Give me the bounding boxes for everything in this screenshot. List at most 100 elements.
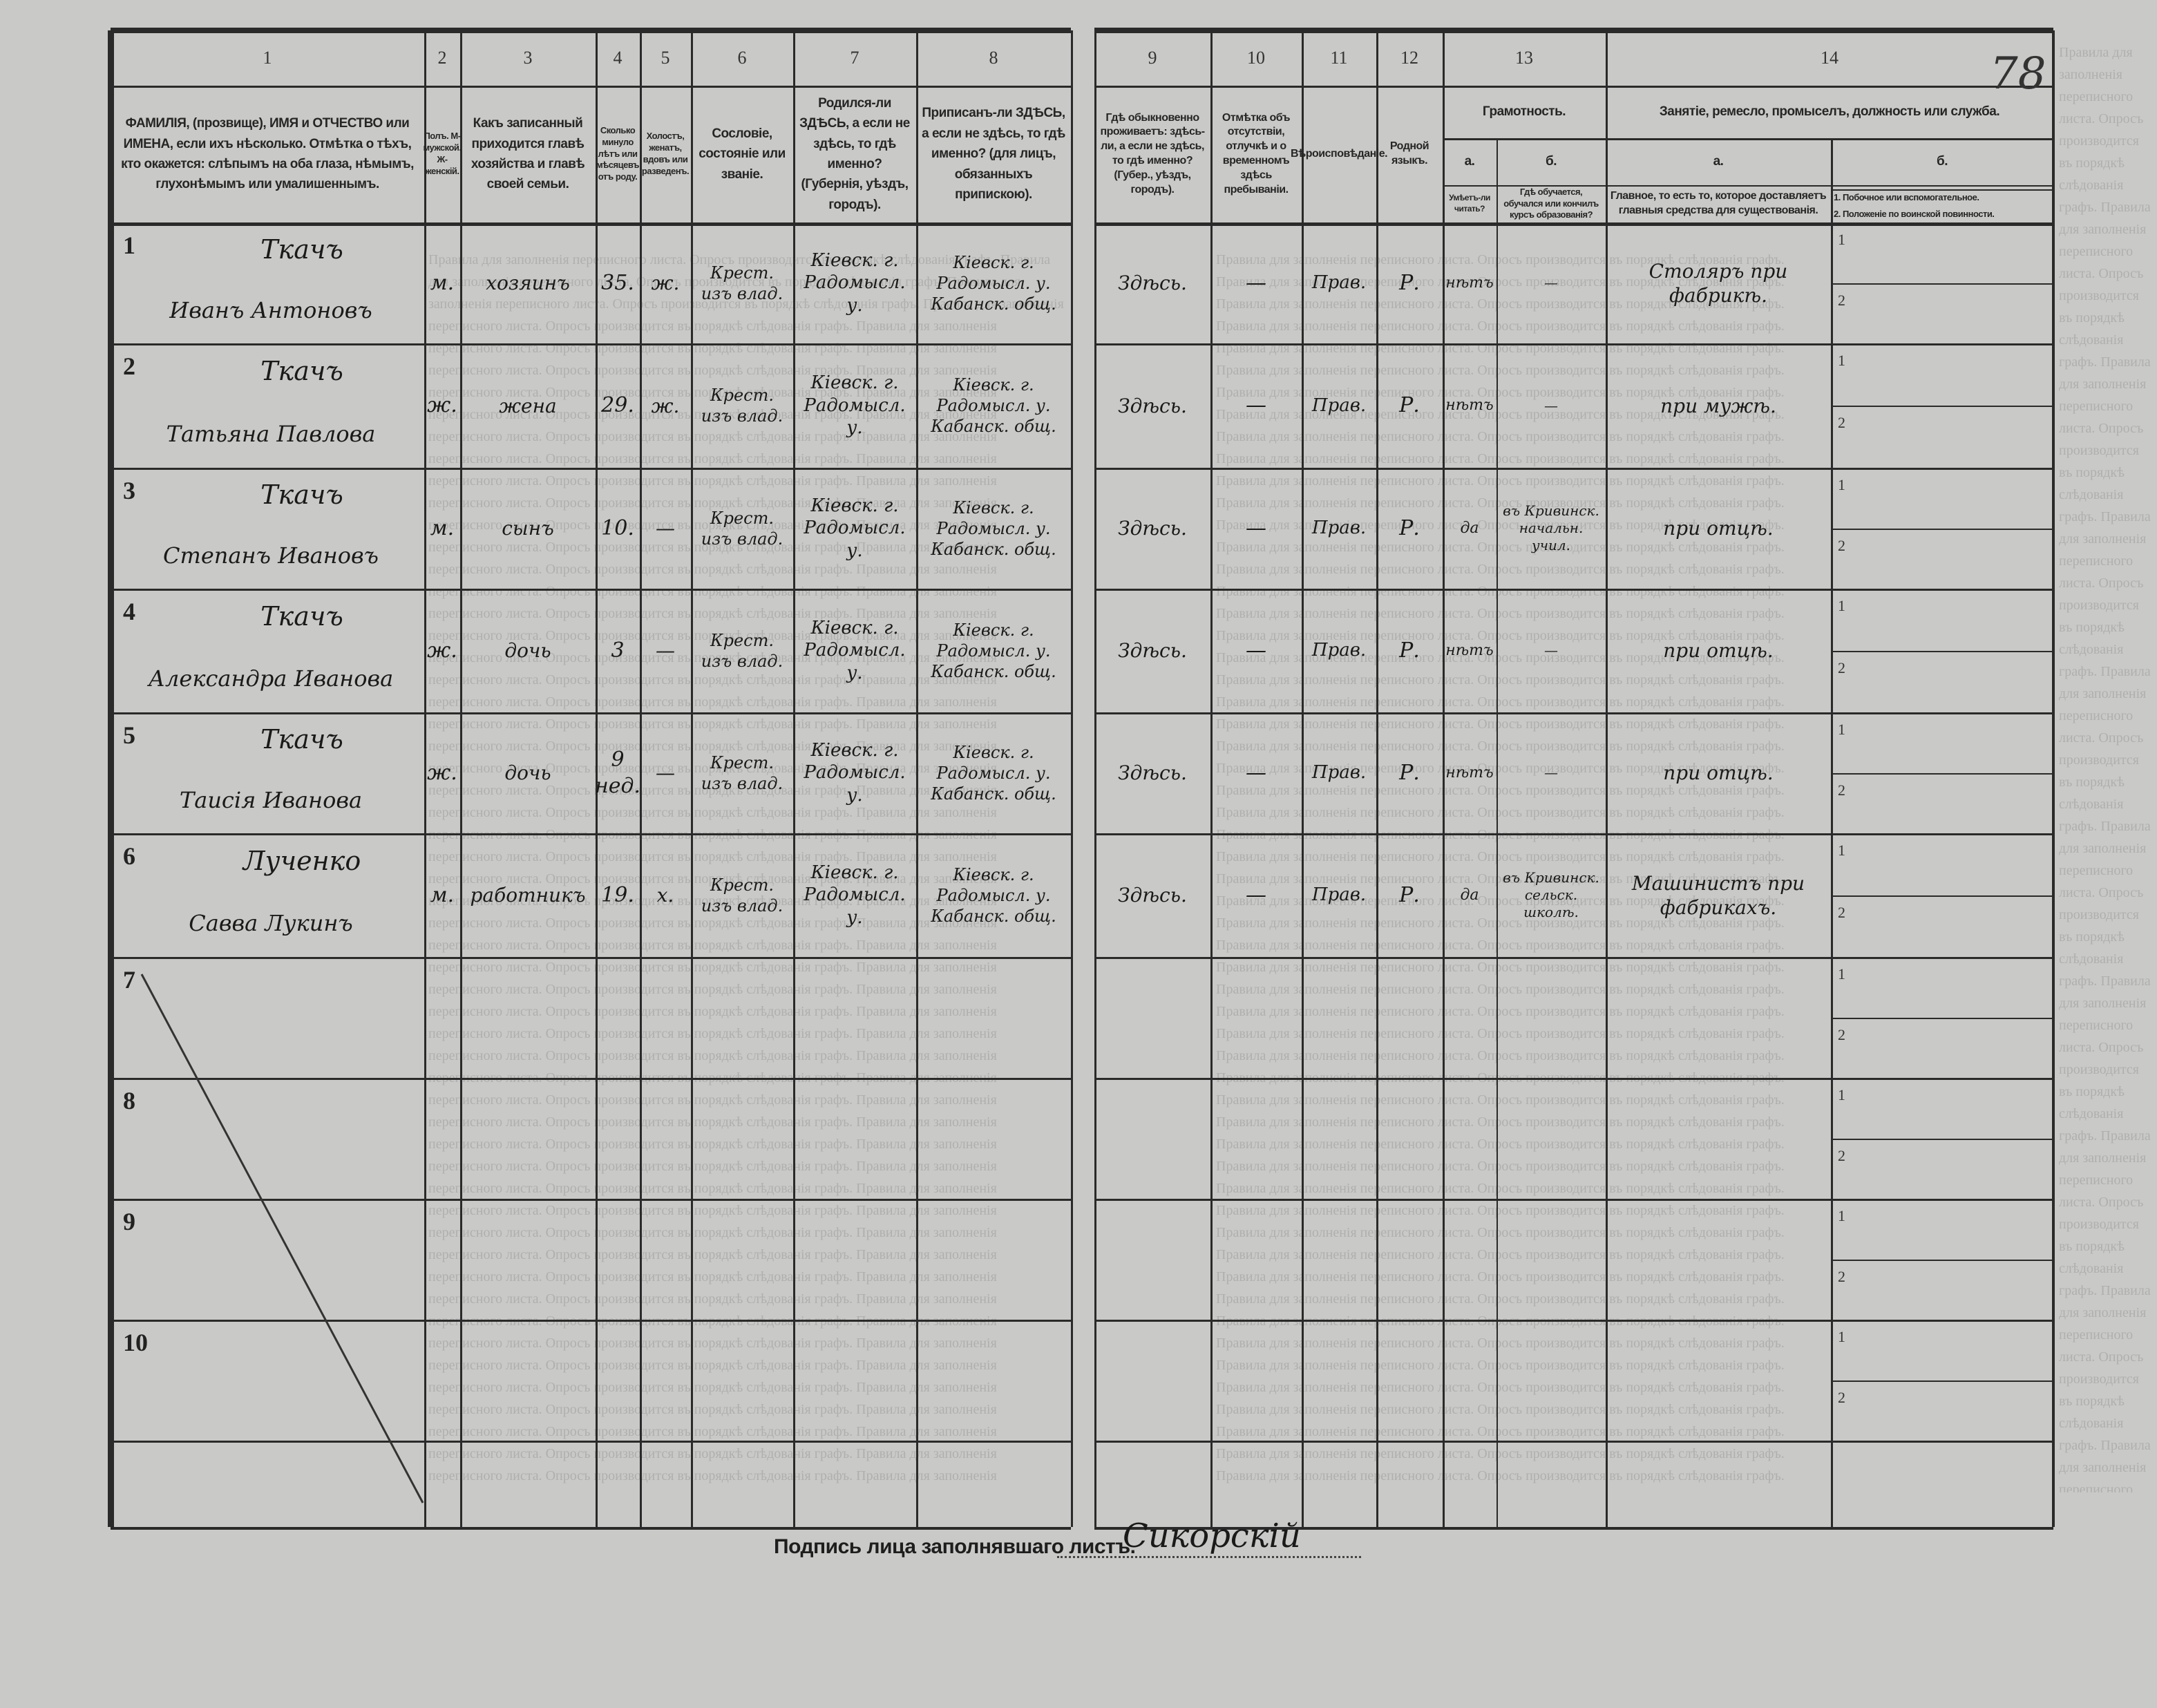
row-1-can-read: нѣтъ: [1445, 274, 1494, 292]
row-number: 3: [123, 477, 135, 504]
table-rule: [1094, 30, 1096, 1527]
column-header-c8: Приписанъ-ли ЗДѢСЬ, а если не здѣсь, то …: [922, 106, 1065, 202]
row-4-school: —: [1544, 642, 1558, 658]
row-5-language: Р.: [1399, 760, 1420, 785]
sub-row-number: 2: [1838, 659, 1845, 676]
row-2-relation: жена: [499, 394, 557, 417]
row-2-residence: Здѣсь.: [1118, 394, 1187, 417]
row-5-registered: Кіевск. г. Радомысл. у. Кабанск. общ.: [931, 742, 1056, 804]
table-rule: [1094, 589, 2053, 591]
column-header-c10: Отмѣтка объ отсутствіи, отлучкѣ и о врем…: [1222, 111, 1291, 196]
row-5-name: Таисія Иванова: [179, 786, 363, 813]
sub-row-number: 1: [1838, 842, 1845, 859]
sub-row-number: 1: [1838, 1328, 1845, 1345]
row-1-marital: ж.: [651, 272, 680, 294]
column-number: 6: [737, 48, 747, 68]
row-6-can-read: да: [1460, 886, 1479, 904]
sub-row-number: 2: [1838, 1268, 1845, 1285]
row-3-religion: Прав.: [1311, 518, 1367, 539]
table-rule: [1831, 651, 2053, 652]
table-rule: [1094, 86, 2053, 88]
sub-row-number: 1: [1838, 965, 1845, 983]
row-number: 1: [123, 231, 135, 259]
row-number: 7: [123, 966, 135, 994]
table-rule: [1831, 189, 2053, 191]
table-rule: [1094, 1527, 2053, 1530]
row-4-marital: —: [656, 639, 675, 662]
sub-row-number: 2: [1838, 781, 1845, 799]
table-rule: [424, 30, 426, 1527]
row-5-can-read: нѣтъ: [1445, 763, 1494, 781]
row-3-born: Кіевск. г. Радомысл. у.: [804, 495, 906, 561]
row-1-registered: Кіевск. г. Радомысл. у. Кабанск. общ.: [931, 252, 1056, 314]
table-rule: [1094, 1078, 2053, 1080]
column-header-c4: Сколько минуло лѣтъ или мѣсяцевъ отъ род…: [596, 124, 639, 182]
sub-row-number: 1: [1838, 1086, 1845, 1103]
table-rule: [1606, 30, 1608, 1527]
row-4-age: 3: [611, 638, 625, 663]
table-rule: [111, 1078, 1071, 1080]
table-rule: [1094, 1199, 2053, 1201]
row-6-marital: х.: [656, 884, 674, 907]
diagonal-line: [140, 974, 424, 1503]
row-3-language: Р.: [1399, 515, 1420, 540]
page-number-mark: 78: [1990, 48, 2046, 99]
column-number: 8: [989, 48, 998, 68]
table-rule: [111, 343, 1071, 345]
table-rule: [111, 712, 1071, 714]
table-rule: [1831, 1260, 2053, 1261]
signature-label: Подпись лица заполнявшаго листъ.: [774, 1535, 1136, 1558]
table-rule: [640, 30, 642, 1527]
table-rule: [111, 589, 1071, 591]
row-4-absence: —: [1246, 638, 1266, 663]
row-5-sex: ж.: [427, 760, 457, 785]
row-6-absence: —: [1246, 882, 1266, 907]
table-rule: [691, 30, 693, 1527]
table-rule: [1831, 1380, 2053, 1382]
table-rule: [1094, 343, 2053, 345]
row-2-estate: Крест. изъ влад.: [701, 386, 783, 426]
row-1-born: Кіевск. г. Радомысл. у.: [804, 249, 906, 316]
row-5-residence: Здѣсь.: [1118, 761, 1187, 784]
row-number: 8: [123, 1087, 135, 1114]
row-2-language: Р.: [1399, 393, 1420, 418]
table-rule: [1094, 222, 2053, 226]
row-6-religion: Прав.: [1311, 884, 1367, 906]
row-3-marital: —: [656, 517, 675, 540]
column-number: 5: [661, 48, 670, 68]
table-rule: [1606, 185, 2053, 187]
column-header-c11: Вѣроисповѣданіе.: [1290, 147, 1388, 160]
row-number: 4: [123, 598, 135, 625]
column-header-c13a: Умѣетъ-ли читать?: [1449, 193, 1490, 213]
table-rule: [111, 222, 1071, 226]
table-rule: [1831, 283, 2053, 285]
row-3-school: въ Кривинск. начальн. учил.: [1503, 502, 1599, 553]
row-2-can-read: нѣтъ: [1445, 397, 1494, 415]
row-2-born: Кіевск. г. Радомысл. у.: [804, 372, 906, 439]
sub-row-number: 1: [1838, 231, 1845, 248]
row-1-estate: Крест. изъ влад.: [701, 263, 783, 303]
row-3-can-read: да: [1460, 519, 1479, 537]
row-2-occupation: при мужѣ.: [1660, 394, 1776, 417]
bleed-through-text: Правила для заполненія переписного листа…: [428, 252, 1064, 1492]
table-rule: [1831, 1018, 2053, 1019]
row-5-school: —: [1544, 764, 1558, 781]
table-rule: [1831, 529, 2053, 530]
row-1-religion: Прав.: [1311, 272, 1367, 294]
row-4-residence: Здѣсь.: [1118, 639, 1187, 662]
row-2-name: Татьяна Павлова: [166, 420, 376, 447]
column-number: 11: [1330, 48, 1348, 68]
column-header-c13b-letter: б.: [1545, 154, 1557, 169]
column-header-c5: Холостъ, женатъ, вдовъ или разведенъ.: [641, 131, 690, 176]
table-rule: [111, 833, 1071, 835]
table-rule: [1606, 138, 2053, 140]
row-1-name: Иванъ Антоновъ: [169, 296, 372, 323]
row-1-school: —: [1544, 274, 1558, 291]
row-3-estate: Крест. изъ влад.: [701, 508, 783, 549]
sub-row-number: 1: [1838, 721, 1845, 738]
column-number: 9: [1148, 48, 1157, 68]
row-1-occupation: Столяръ при фабрикѣ.: [1648, 259, 1788, 307]
row-1-age: 35.: [601, 270, 634, 295]
table-rule: [1094, 1320, 2053, 1322]
sub-row-number: 2: [1838, 1147, 1845, 1164]
